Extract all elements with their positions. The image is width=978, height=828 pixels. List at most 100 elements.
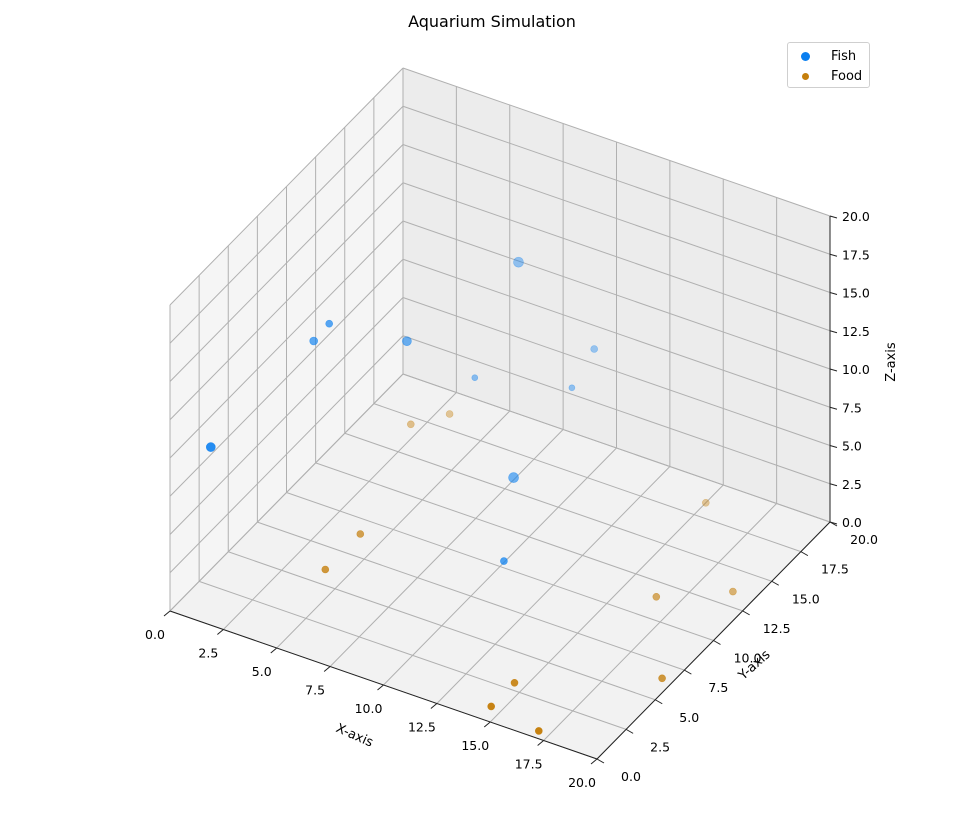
grid-line-y-floor (286, 492, 714, 641)
legend-food-label: Food (831, 68, 863, 84)
z-tick-label: 0.0 (842, 515, 862, 530)
z-tick-mark (829, 253, 838, 257)
axis-lines (163, 215, 838, 765)
fish-point (206, 442, 216, 452)
food-point (534, 727, 543, 735)
grid-line-x-floor (489, 484, 724, 723)
y-tick-label: 7.5 (708, 680, 728, 695)
x-tick-mark (270, 647, 278, 654)
fish-point (500, 557, 508, 565)
x-tick-mark (377, 684, 384, 691)
z-tick-mark (829, 292, 838, 295)
x-tick-label: 20.0 (568, 775, 596, 790)
food-point (487, 702, 496, 711)
fish-point (513, 256, 524, 268)
grid-line-y-floor (315, 462, 743, 612)
food-point (729, 587, 737, 596)
y-tick-mark (742, 610, 750, 616)
fish-point (508, 472, 519, 483)
y-tick-mark (596, 758, 605, 764)
fish-point (471, 374, 479, 382)
y-tick-mark (655, 699, 663, 705)
grid-line-z-back (402, 220, 831, 370)
grid-line-z-back (402, 182, 831, 332)
x-tick-label: 12.5 (408, 720, 436, 735)
y-tick-label: 17.5 (821, 562, 849, 577)
legend-food-marker (802, 72, 809, 80)
food-point (510, 678, 519, 687)
grid-line-z-back (402, 144, 831, 293)
chart-title: Aquarium Simulation (408, 12, 576, 31)
x-tick-mark (430, 703, 438, 709)
z-axis-label: Z-axis (884, 342, 899, 382)
grid-line-z-side (169, 144, 404, 382)
x-tick-label: 15.0 (461, 738, 489, 753)
x-tick-mark (483, 721, 491, 728)
y-tick-label: 0.0 (621, 769, 641, 784)
z-tick-label: 20.0 (842, 209, 870, 224)
x-tick-mark (163, 610, 171, 617)
fish-point (590, 345, 599, 353)
legend: Fish Food (787, 42, 870, 88)
y-tick-label: 2.5 (650, 739, 670, 754)
z-tick-mark (829, 483, 838, 487)
x-tick-mark (217, 629, 224, 635)
x-tick-label: 5.0 (252, 664, 272, 679)
grid-line-z-side (169, 105, 404, 344)
z-tick-mark (829, 215, 838, 219)
x-tick-label: 2.5 (198, 646, 218, 661)
z-tick-label: 5.0 (842, 439, 862, 454)
z-tick-mark (829, 406, 838, 410)
y-tick-label: 15.0 (792, 591, 820, 606)
z-tick-label: 17.5 (842, 247, 870, 262)
x-tick-mark (590, 758, 598, 765)
z-tick-label: 10.0 (842, 362, 870, 377)
tick-labels: 0.0 0.0 0.0 2.5 2.5 2.5 5.0 5.0 5.0 7.5 7.5 7.5 10.0… (145, 209, 878, 790)
z-tick-mark (829, 330, 838, 334)
food-point (701, 498, 710, 507)
grid-line-y-floor (344, 432, 772, 582)
grid-line-z-side (169, 182, 404, 421)
y-tick-label: 20.0 (850, 532, 878, 547)
y-tick-label: 12.5 (763, 621, 791, 636)
food-point (445, 410, 454, 418)
x-axis-label: X-axis (334, 721, 376, 751)
x-tick-mark (537, 740, 544, 746)
z-tick-label: 2.5 (842, 477, 862, 492)
data-points (206, 256, 737, 735)
food-point (658, 674, 666, 683)
y-tick-mark (713, 640, 721, 645)
y-tick-label: 5.0 (679, 710, 699, 725)
z-tick-label: 15.0 (842, 286, 870, 301)
legend-fish-marker (801, 51, 810, 61)
food-point (652, 592, 661, 601)
z-tick-mark (829, 445, 838, 448)
grid-line-z-back (402, 105, 831, 255)
grid-line-z-side (169, 220, 404, 459)
x-tick-label: 10.0 (355, 701, 383, 716)
y-tick-mark (684, 669, 692, 675)
food-point (406, 420, 415, 429)
y-tick-mark (771, 580, 779, 586)
x-tick-label: 0.0 (145, 627, 165, 642)
z-tick-label: 12.5 (842, 324, 870, 339)
legend-item-food: Food (788, 66, 862, 86)
fish-point (325, 319, 334, 328)
food-point (321, 565, 330, 574)
food-point (356, 530, 365, 538)
x-tick-mark (323, 666, 331, 672)
fish-point (309, 336, 319, 346)
axis-panes (170, 68, 830, 759)
y-tick-mark (829, 521, 838, 527)
grid-line-z-back (402, 67, 831, 217)
fish-point (402, 336, 412, 347)
z-tick-mark (829, 368, 838, 372)
legend-fish-label: Fish (831, 48, 857, 64)
grid-line-x-floor (436, 466, 671, 704)
y-tick-mark (625, 728, 634, 734)
grid-line-y-floor (373, 403, 802, 553)
grid-line-x-floor (543, 503, 777, 741)
y-tick-mark (800, 551, 809, 557)
legend-item-fish: Fish (788, 46, 856, 66)
x-tick-label: 17.5 (515, 757, 543, 772)
